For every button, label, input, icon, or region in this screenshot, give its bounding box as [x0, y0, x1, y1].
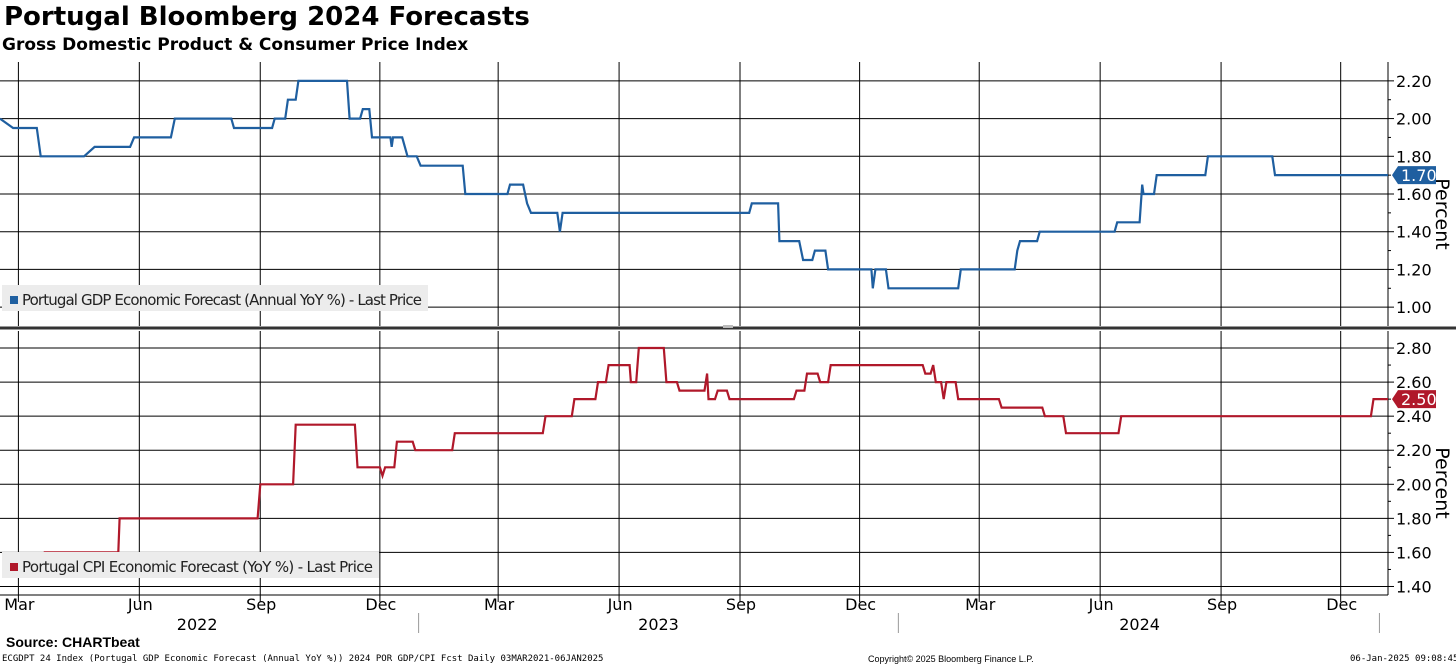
x-tick-label: Mar [484, 595, 515, 614]
last-value-tag [1392, 166, 1436, 185]
y-tick-label: 2.20 [1396, 72, 1432, 91]
y-axis-title: Percent [1431, 447, 1453, 519]
x-tick-label: Sep [726, 595, 756, 614]
x-tick-label: Mar [4, 595, 35, 614]
chart-subtitle: Gross Domestic Product & Consumer Price … [2, 35, 469, 55]
y-tick-label: 1.60 [1396, 185, 1432, 204]
source-label: Source: CHARTbeat [6, 634, 140, 650]
x-tick-label: Sep [1207, 595, 1237, 614]
footer-timestamp: 06-Jan-2025 09:08:45 [1350, 654, 1456, 664]
last-value-label: 2.50 [1401, 390, 1437, 409]
y-tick-label: 1.80 [1396, 147, 1432, 166]
year-label: 2024 [1119, 615, 1160, 634]
legend-label: Portugal CPI Economic Forecast (YoY %) -… [22, 558, 373, 576]
y-tick-label: 2.60 [1396, 373, 1432, 392]
footer-copyright: Copyright© 2025 Bloomberg Finance L.P. [868, 654, 1034, 664]
series-line [0, 79, 1388, 290]
x-tick-label: Dec [365, 595, 396, 614]
series-line [11, 346, 1388, 562]
year-label: 2022 [177, 615, 218, 634]
legend-background [2, 552, 379, 578]
y-tick-label: 1.40 [1396, 577, 1432, 596]
y-tick-label: 1.40 [1396, 223, 1432, 242]
x-tick-label: Sep [246, 595, 276, 614]
legend-swatch [10, 563, 18, 571]
y-tick-label: 1.00 [1396, 298, 1432, 317]
y-tick-label: 2.00 [1396, 110, 1432, 129]
x-tick-label: Jun [1088, 595, 1114, 614]
chart-title: Portugal Bloomberg 2024 Forecasts [4, 2, 530, 32]
x-tick-label: Mar [965, 595, 996, 614]
last-value-tag [1392, 390, 1436, 409]
panel-resize-handle[interactable] [723, 325, 733, 328]
year-label: 2023 [638, 615, 679, 634]
x-tick-label: Jun [127, 595, 153, 614]
legend-background [2, 285, 428, 311]
legend: Portugal CPI Economic Forecast (YoY %) -… [2, 552, 379, 578]
y-axis-title: Percent [1431, 178, 1453, 250]
y-tick-label: 2.80 [1396, 339, 1432, 358]
y-tick-label: 1.80 [1396, 509, 1432, 528]
legend-swatch [10, 296, 18, 304]
legend-label: Portugal GDP Economic Forecast (Annual Y… [22, 291, 422, 309]
x-tick-label: Jun [607, 595, 633, 614]
y-tick-label: 2.20 [1396, 441, 1432, 460]
x-tick-label: Dec [1326, 595, 1357, 614]
x-axis: Mar Jun Sep Dec Mar Jun Sep Dec Mar Jun Sep Dec 2022… [0, 594, 1388, 634]
y-tick-label: 1.20 [1396, 260, 1432, 279]
last-value-label: 1.70 [1401, 166, 1437, 185]
x-tick-label: Dec [845, 595, 876, 614]
y-tick-label: 1.60 [1396, 543, 1432, 562]
y-tick-label: 2.40 [1396, 407, 1432, 426]
cpi-panel: 1.40 1.60 1.80 2.00 2.20 2.40 2.60 2.80 2.50 Perc… [0, 331, 1453, 596]
y-tick-label: 2.00 [1396, 475, 1432, 494]
footer-description: ECGDPT 24 Index (Portugal GDP Economic F… [2, 654, 604, 664]
legend: Portugal GDP Economic Forecast (Annual Y… [2, 285, 428, 311]
